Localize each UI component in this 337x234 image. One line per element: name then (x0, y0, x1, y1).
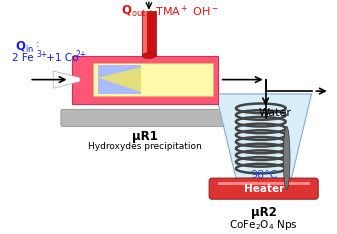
Bar (143, 11, 147, 56)
Text: Heater: Heater (244, 184, 284, 194)
Text: :: : (36, 40, 40, 49)
Bar (72, 56, 218, 103)
Text: 2+: 2+ (75, 50, 86, 59)
Text: μR1: μR1 (132, 130, 158, 143)
Ellipse shape (142, 53, 156, 58)
FancyBboxPatch shape (61, 109, 229, 127)
Text: $\mathbf{Q}_{\mathsf{out}}$: $\mathbf{Q}_{\mathsf{out}}$ (121, 4, 146, 19)
FancyBboxPatch shape (209, 178, 318, 199)
Text: $\mathbf{Q}_{\mathsf{in}}$: $\mathbf{Q}_{\mathsf{in}}$ (15, 40, 34, 55)
Text: Hydroxydes precipitation: Hydroxydes precipitation (88, 142, 202, 151)
Ellipse shape (283, 127, 290, 190)
Polygon shape (53, 71, 80, 88)
Text: 2 Fe: 2 Fe (12, 53, 34, 63)
Polygon shape (216, 94, 311, 178)
Text: 98°C: 98°C (250, 171, 277, 180)
Text: μR2: μR2 (251, 206, 277, 219)
Polygon shape (98, 67, 141, 92)
Text: Water: Water (259, 108, 292, 118)
Text: : TMA$^+$ OH$^-$: : TMA$^+$ OH$^-$ (148, 4, 219, 19)
Bar (218, 182, 310, 185)
Bar (142, 11, 156, 56)
Text: CoFe$_2$O$_4$ Nps: CoFe$_2$O$_4$ Nps (229, 218, 298, 232)
Bar (98, 65, 141, 94)
Text: +1 Co: +1 Co (43, 53, 78, 63)
Text: 3+: 3+ (36, 50, 47, 59)
Bar (93, 63, 213, 96)
